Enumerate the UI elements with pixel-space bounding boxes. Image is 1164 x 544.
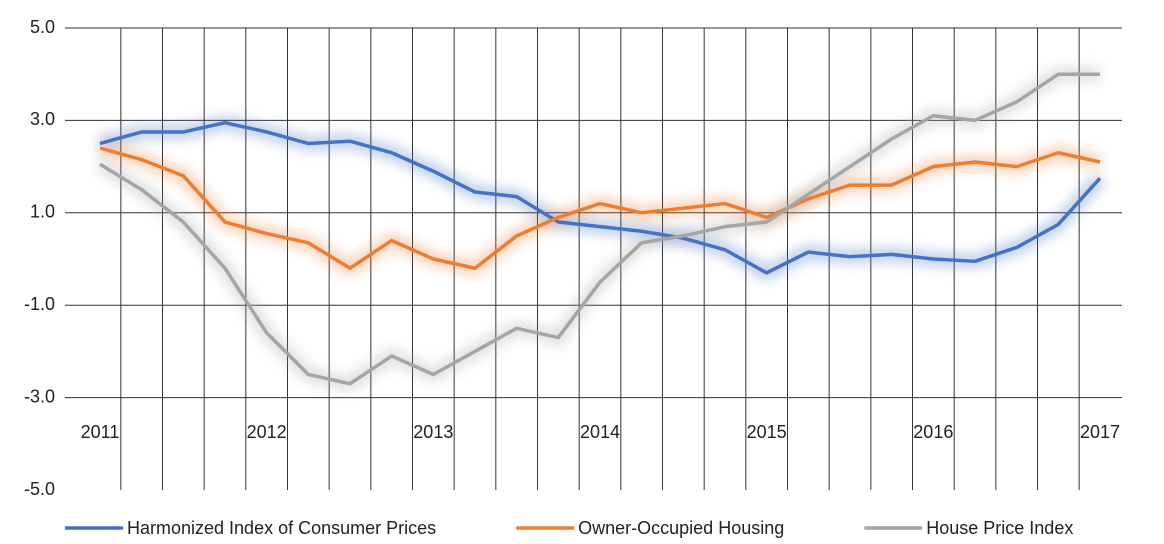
y-tick-label: 3.0 — [30, 109, 55, 129]
line — [99, 146, 1101, 270]
x-tick-label: 2016 — [913, 422, 953, 442]
y-tick-label: -5.0 — [24, 479, 55, 499]
y-tick-label: 1.0 — [30, 202, 55, 222]
y-tick-label: 5.0 — [30, 17, 55, 37]
legend-label: House Price Index — [926, 518, 1073, 538]
x-tick-label: 2015 — [747, 422, 787, 442]
legend-label: Harmonized Index of Consumer Prices — [127, 518, 436, 538]
legend-label: Owner-Occupied Housing — [578, 518, 784, 538]
x-tick-label: 2013 — [413, 422, 453, 442]
y-tick-label: -1.0 — [24, 294, 55, 314]
line — [99, 120, 1102, 275]
x-tick-label: 2011 — [81, 422, 120, 442]
x-tick-label: 2014 — [580, 422, 620, 442]
x-tick-label: 2017 — [1080, 422, 1120, 442]
x-tick-label: 2012 — [247, 422, 287, 442]
y-tick-label: -3.0 — [24, 386, 55, 406]
line — [99, 72, 1100, 386]
